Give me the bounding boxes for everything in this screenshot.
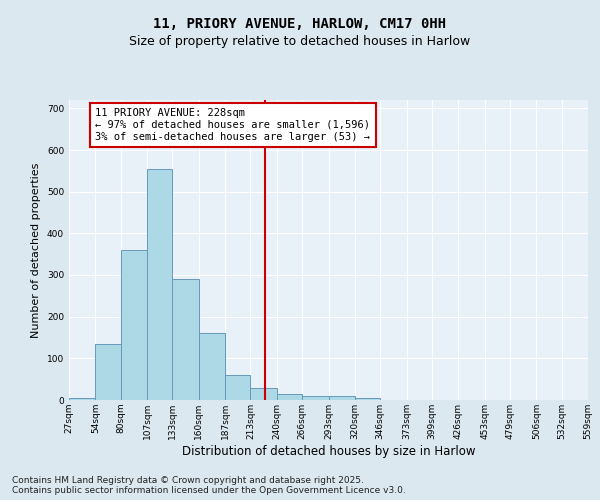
Bar [121, 250, 147, 400]
Bar [199, 334, 225, 400]
Bar [95, 344, 121, 400]
Bar [172, 279, 199, 400]
Text: Size of property relative to detached houses in Harlow: Size of property relative to detached ho… [130, 35, 470, 48]
Bar [329, 396, 355, 400]
Bar [225, 375, 250, 400]
Text: Contains HM Land Registry data © Crown copyright and database right 2025.
Contai: Contains HM Land Registry data © Crown c… [12, 476, 406, 495]
Bar [302, 396, 329, 400]
Text: 11, PRIORY AVENUE, HARLOW, CM17 0HH: 11, PRIORY AVENUE, HARLOW, CM17 0HH [154, 18, 446, 32]
Bar [69, 398, 95, 400]
Text: 11 PRIORY AVENUE: 228sqm
← 97% of detached houses are smaller (1,596)
3% of semi: 11 PRIORY AVENUE: 228sqm ← 97% of detach… [95, 108, 370, 142]
Bar [355, 398, 380, 400]
Bar [147, 169, 172, 400]
Y-axis label: Number of detached properties: Number of detached properties [31, 162, 41, 338]
Bar [250, 388, 277, 400]
X-axis label: Distribution of detached houses by size in Harlow: Distribution of detached houses by size … [182, 444, 475, 458]
Bar [277, 394, 302, 400]
